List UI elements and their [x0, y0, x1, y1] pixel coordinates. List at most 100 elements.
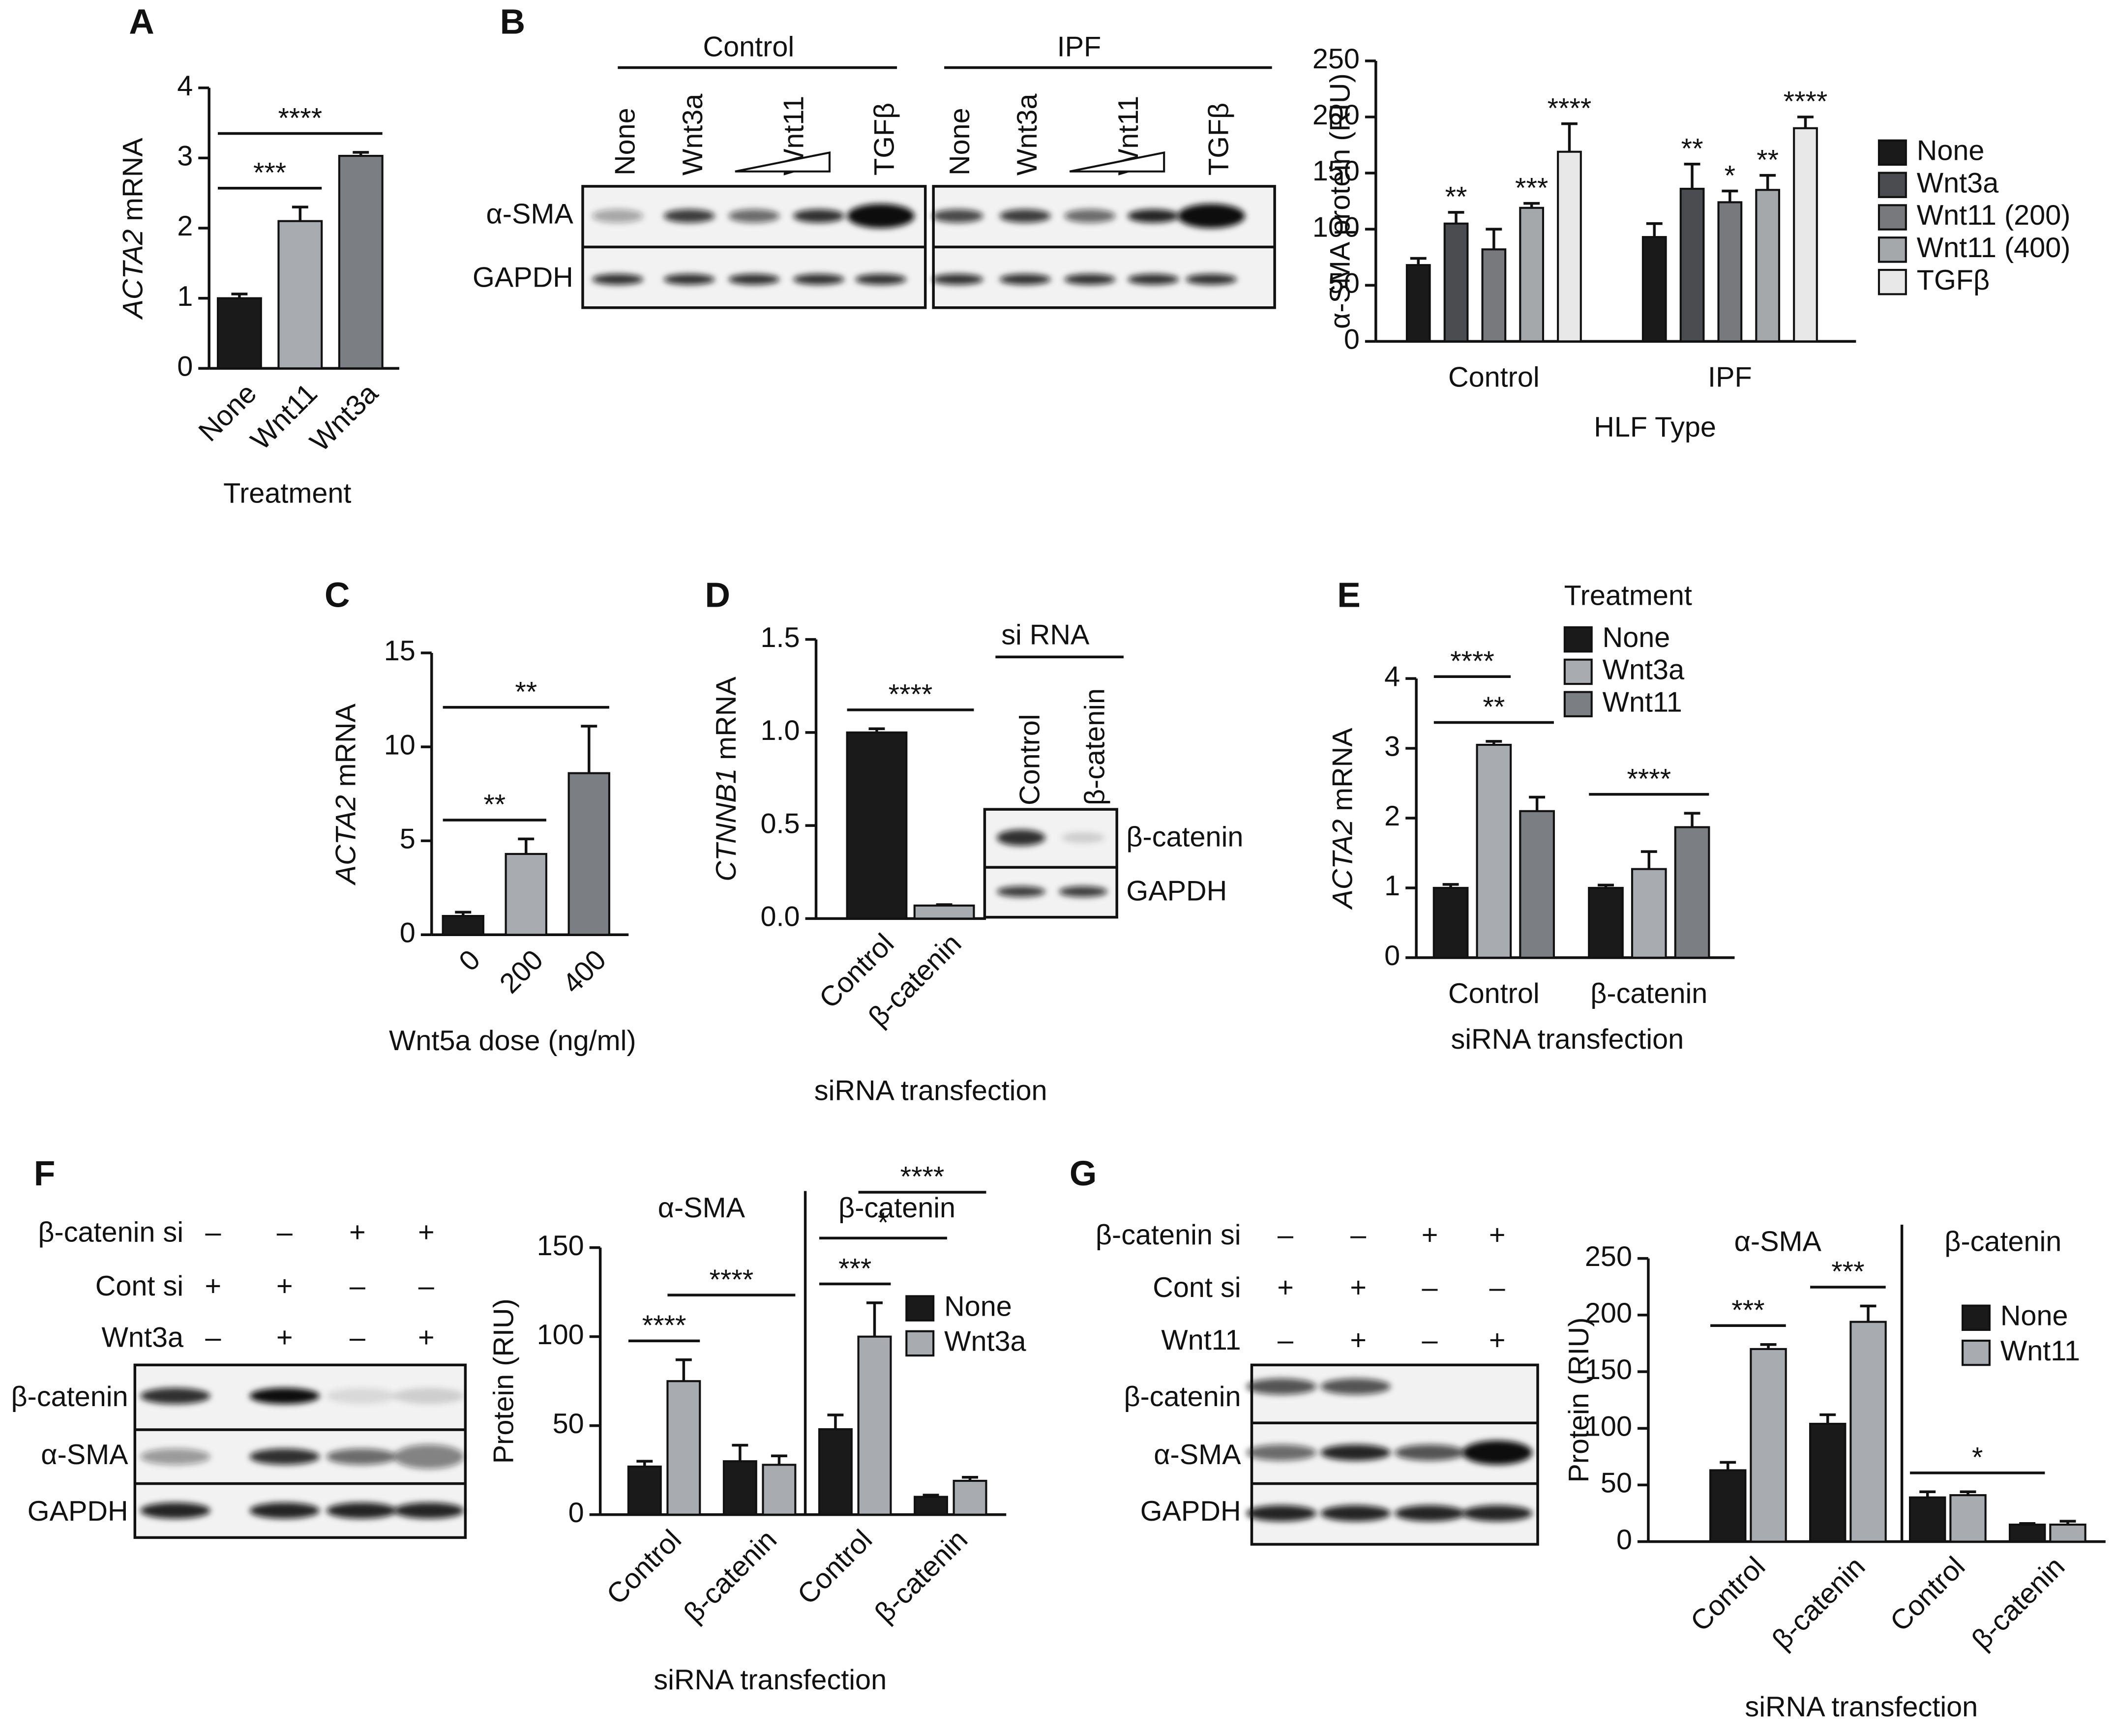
blot-band: [326, 1387, 397, 1404]
bar: [2008, 1524, 2046, 1543]
blot-band: [663, 274, 715, 285]
x-tick-label: Control: [600, 1524, 687, 1611]
blot-band: [1128, 274, 1179, 285]
bar: [505, 853, 547, 936]
bar: [1519, 810, 1555, 959]
y-tick-label: 100: [1312, 211, 1360, 243]
x-tick-label: IPF: [1708, 361, 1752, 393]
x-tick-label: β-catenin: [1590, 978, 1707, 1009]
bar: [666, 1380, 701, 1516]
bar: [762, 1464, 797, 1516]
condition-label: β-catenin si: [38, 1216, 183, 1248]
bar: [846, 731, 908, 920]
condition-label: Cont si: [1153, 1272, 1241, 1303]
blot-band: [1320, 1378, 1391, 1395]
bar: [1557, 150, 1582, 343]
y-tick-label: 0: [1616, 1524, 1632, 1556]
x-tick-label: Control: [1448, 361, 1540, 393]
blot-band: [999, 209, 1051, 223]
y-axis-label-part: mRNA: [1327, 728, 1359, 811]
bar: [1641, 236, 1667, 343]
x-tick-label: β-catenin: [1766, 1551, 1872, 1656]
blot-row-label: β-catenin: [1124, 1381, 1241, 1412]
legend-swatch: [1961, 1339, 1991, 1366]
bar: [1809, 1422, 1847, 1543]
y-axis-label-part: CTNNB1: [711, 768, 742, 881]
condition-mark: –: [1278, 1324, 1293, 1356]
blot-band: [1246, 1444, 1317, 1461]
x-tick-label: Control: [792, 1524, 879, 1611]
significance-label: ***: [838, 1253, 871, 1284]
blot-header: si RNA: [1001, 619, 1090, 650]
legend-label: Wnt3a: [944, 1326, 1026, 1357]
y-axis-label: ACTA2 mRNA: [1327, 728, 1359, 910]
blot-band: [728, 274, 780, 285]
x-tick-label: β-catenin: [678, 1524, 783, 1629]
blot-band: [592, 274, 644, 285]
condition-mark: –: [1350, 1219, 1366, 1251]
bar: [818, 1428, 853, 1516]
blot-band: [932, 274, 983, 285]
bar: [914, 1496, 948, 1516]
condition-mark: +: [276, 1270, 293, 1302]
bar: [1443, 222, 1469, 343]
bar: [1849, 1321, 1887, 1543]
legend-swatch: [1877, 236, 1907, 263]
legend-title: Treatment: [1564, 580, 1692, 612]
blot-band: [140, 1387, 210, 1404]
condition-mark: +: [418, 1216, 435, 1248]
lane-label: TGFβ: [868, 103, 900, 176]
y-axis-label-part: mRNA: [330, 703, 362, 787]
condition-mark: +: [1422, 1219, 1438, 1251]
y-axis-label: CTNNB1 mRNA: [711, 677, 742, 882]
bar: [1793, 127, 1818, 343]
blot-row-label: β-catenin: [11, 1381, 128, 1412]
significance-label: **: [483, 789, 506, 821]
blot-band: [1246, 1378, 1317, 1395]
legend-swatch: [905, 1330, 935, 1357]
y-tick-label: 150: [1312, 155, 1360, 187]
blot-band: [855, 274, 907, 285]
significance-label: **: [1445, 181, 1467, 213]
blot-band: [393, 1502, 464, 1519]
bar: [1909, 1496, 1946, 1543]
condition-mark: –: [205, 1216, 221, 1248]
blot-band: [249, 1448, 320, 1465]
legend-swatch: [1877, 172, 1907, 198]
condition-mark: –: [1422, 1324, 1438, 1356]
condition-mark: +: [1489, 1219, 1506, 1251]
y-tick-label: 200: [1312, 99, 1360, 131]
condition-mark: +: [1350, 1324, 1367, 1356]
x-tick-label: β-catenin: [1966, 1551, 2071, 1656]
x-tick-label: 0: [453, 944, 486, 977]
y-tick-label: 50: [553, 1408, 584, 1440]
y-tick-label: 5: [400, 823, 416, 854]
bar: [1519, 206, 1545, 343]
bar: [1588, 886, 1624, 959]
bar: [567, 772, 610, 936]
blot-row-label: β-catenin: [1126, 822, 1243, 853]
significance-label: ****: [278, 102, 322, 134]
bar: [1432, 886, 1469, 959]
significance-label: ****: [642, 1310, 686, 1341]
significance-label: ****: [1784, 86, 1828, 118]
bar: [1476, 743, 1512, 959]
blot-band: [1246, 1505, 1317, 1522]
significance-label: *: [1725, 160, 1735, 191]
blot-band: [932, 209, 983, 223]
blot-row-label: GAPDH: [28, 1496, 128, 1527]
y-tick-label: 200: [1585, 1297, 1632, 1329]
y-tick-label: 100: [537, 1319, 584, 1351]
legend-swatch: [1877, 139, 1907, 166]
legend-label: Wnt11 (400): [1917, 232, 2071, 264]
legend-label: None: [944, 1291, 1012, 1322]
blot-band: [1186, 274, 1237, 285]
y-tick-label: 4: [177, 70, 193, 102]
bar: [216, 297, 262, 370]
legend-swatch: [1563, 658, 1593, 685]
significance-label: ***: [1731, 1295, 1764, 1326]
x-axis-label: HLF Type: [1594, 412, 1716, 443]
blot-band: [1064, 209, 1116, 223]
bar: [442, 915, 484, 936]
